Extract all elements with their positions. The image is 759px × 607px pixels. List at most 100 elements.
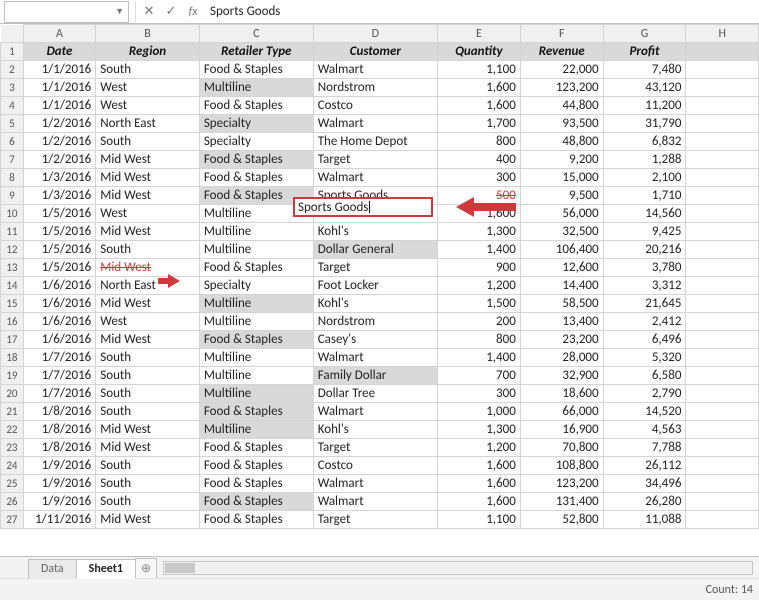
cell[interactable]: Multiline bbox=[199, 313, 313, 331]
table-header-cell[interactable]: Quantity bbox=[437, 43, 520, 61]
column-header[interactable]: F bbox=[520, 25, 603, 43]
cell[interactable]: 6,832 bbox=[603, 133, 686, 151]
cell[interactable]: 1,400 bbox=[437, 241, 520, 259]
cell[interactable]: 1/7/2016 bbox=[23, 367, 95, 385]
cell[interactable]: Target bbox=[313, 151, 437, 169]
cell[interactable]: 14,560 bbox=[603, 205, 686, 223]
cell[interactable]: 44,800 bbox=[520, 97, 603, 115]
cell[interactable]: 800 bbox=[437, 331, 520, 349]
cell[interactable]: 1,600 bbox=[437, 457, 520, 475]
cell[interactable] bbox=[686, 187, 759, 205]
cell[interactable]: 1/9/2016 bbox=[23, 457, 95, 475]
cell[interactable]: 70,800 bbox=[520, 439, 603, 457]
cell[interactable]: 1,600 bbox=[437, 475, 520, 493]
cell[interactable]: The Home Depot bbox=[313, 133, 437, 151]
cell[interactable] bbox=[686, 511, 759, 529]
cell[interactable]: 2,100 bbox=[603, 169, 686, 187]
cell[interactable]: South bbox=[96, 493, 200, 511]
cell[interactable]: 1/1/2016 bbox=[23, 61, 95, 79]
cell[interactable]: 6,580 bbox=[603, 367, 686, 385]
row-header[interactable]: 1 bbox=[1, 43, 24, 61]
cell[interactable]: Walmart bbox=[313, 349, 437, 367]
cell[interactable]: 1/3/2016 bbox=[23, 187, 95, 205]
cell[interactable]: 1/2/2016 bbox=[23, 151, 95, 169]
row-header[interactable]: 16 bbox=[1, 313, 24, 331]
cell[interactable] bbox=[686, 241, 759, 259]
chevron-down-icon[interactable]: ▼ bbox=[115, 6, 124, 17]
cell[interactable]: 14,400 bbox=[520, 277, 603, 295]
cancel-icon[interactable]: ✕ bbox=[138, 1, 160, 23]
cell[interactable]: West bbox=[96, 79, 200, 97]
cell[interactable]: 300 bbox=[437, 385, 520, 403]
cell[interactable]: Multiline bbox=[199, 421, 313, 439]
cell[interactable]: Food & Staples bbox=[199, 187, 313, 205]
cell[interactable]: 1,700 bbox=[437, 115, 520, 133]
cell[interactable]: 22,000 bbox=[520, 61, 603, 79]
cell[interactable]: West bbox=[96, 313, 200, 331]
row-header[interactable]: 10 bbox=[1, 205, 24, 223]
cell[interactable]: 1/1/2016 bbox=[23, 97, 95, 115]
cell[interactable]: South bbox=[96, 61, 200, 79]
cell[interactable]: Food & Staples bbox=[199, 403, 313, 421]
table-header-cell[interactable]: Date bbox=[23, 43, 95, 61]
cell[interactable] bbox=[686, 493, 759, 511]
select-all-corner[interactable] bbox=[1, 25, 24, 43]
cell[interactable]: Dollar General bbox=[313, 241, 437, 259]
cell[interactable] bbox=[686, 151, 759, 169]
cell[interactable] bbox=[686, 205, 759, 223]
cell[interactable]: Mid West bbox=[96, 295, 200, 313]
cell[interactable]: Walmart bbox=[313, 169, 437, 187]
cell[interactable]: Sports Goods bbox=[313, 187, 437, 205]
cell[interactable]: 1,000 bbox=[437, 403, 520, 421]
cell[interactable]: 7,788 bbox=[603, 439, 686, 457]
table-header-cell[interactable]: Customer bbox=[313, 43, 437, 61]
cell[interactable]: 6,496 bbox=[603, 331, 686, 349]
table-header-cell[interactable] bbox=[686, 43, 759, 61]
cell[interactable]: 1,288 bbox=[603, 151, 686, 169]
cell[interactable]: 108,800 bbox=[520, 457, 603, 475]
cell[interactable]: 1/11/2016 bbox=[23, 511, 95, 529]
cell[interactable]: South bbox=[96, 457, 200, 475]
cell[interactable]: 106,400 bbox=[520, 241, 603, 259]
row-header[interactable]: 22 bbox=[1, 421, 24, 439]
formula-input[interactable]: Sports Goods bbox=[204, 1, 759, 23]
cell[interactable] bbox=[686, 61, 759, 79]
cell[interactable]: 32,500 bbox=[520, 223, 603, 241]
cell[interactable]: Food & Staples bbox=[199, 169, 313, 187]
cell[interactable]: Multiline bbox=[199, 205, 313, 223]
cell[interactable]: 1,400 bbox=[437, 349, 520, 367]
cell[interactable]: South bbox=[96, 349, 200, 367]
cell[interactable]: 4,563 bbox=[603, 421, 686, 439]
spreadsheet-grid[interactable]: ABCDEFGH 1DateRegionRetailer TypeCustome… bbox=[0, 24, 759, 556]
cell[interactable]: Multiline bbox=[199, 349, 313, 367]
row-header[interactable]: 23 bbox=[1, 439, 24, 457]
cell[interactable]: Costco bbox=[313, 457, 437, 475]
cell[interactable] bbox=[686, 421, 759, 439]
cell[interactable]: Kohl's bbox=[313, 223, 437, 241]
cell[interactable]: 9,425 bbox=[603, 223, 686, 241]
cell[interactable]: 800 bbox=[437, 133, 520, 151]
cell[interactable]: 1,200 bbox=[437, 439, 520, 457]
cell[interactable]: 1/6/2016 bbox=[23, 295, 95, 313]
cell[interactable]: West bbox=[96, 97, 200, 115]
cell[interactable]: Multiline bbox=[199, 385, 313, 403]
cell[interactable]: Specialty bbox=[199, 277, 313, 295]
cell[interactable]: 14,520 bbox=[603, 403, 686, 421]
cell[interactable]: 16,900 bbox=[520, 421, 603, 439]
column-header[interactable]: C bbox=[199, 25, 313, 43]
cell[interactable]: Dollar Tree bbox=[313, 385, 437, 403]
cell[interactable]: Costco bbox=[313, 97, 437, 115]
cell[interactable]: 123,200 bbox=[520, 79, 603, 97]
cell[interactable]: 1,300 bbox=[437, 421, 520, 439]
cell[interactable]: 1/2/2016 bbox=[23, 133, 95, 151]
cell[interactable]: South bbox=[96, 403, 200, 421]
row-header[interactable]: 27 bbox=[1, 511, 24, 529]
table-header-cell[interactable]: Region bbox=[96, 43, 200, 61]
cell[interactable]: 700 bbox=[437, 367, 520, 385]
cell[interactable]: South bbox=[96, 367, 200, 385]
cell[interactable]: North East bbox=[96, 277, 200, 295]
cell[interactable]: Target bbox=[313, 511, 437, 529]
cell[interactable]: Food & Staples bbox=[199, 331, 313, 349]
cell[interactable]: Multiline bbox=[199, 367, 313, 385]
cell[interactable]: 1/9/2016 bbox=[23, 475, 95, 493]
